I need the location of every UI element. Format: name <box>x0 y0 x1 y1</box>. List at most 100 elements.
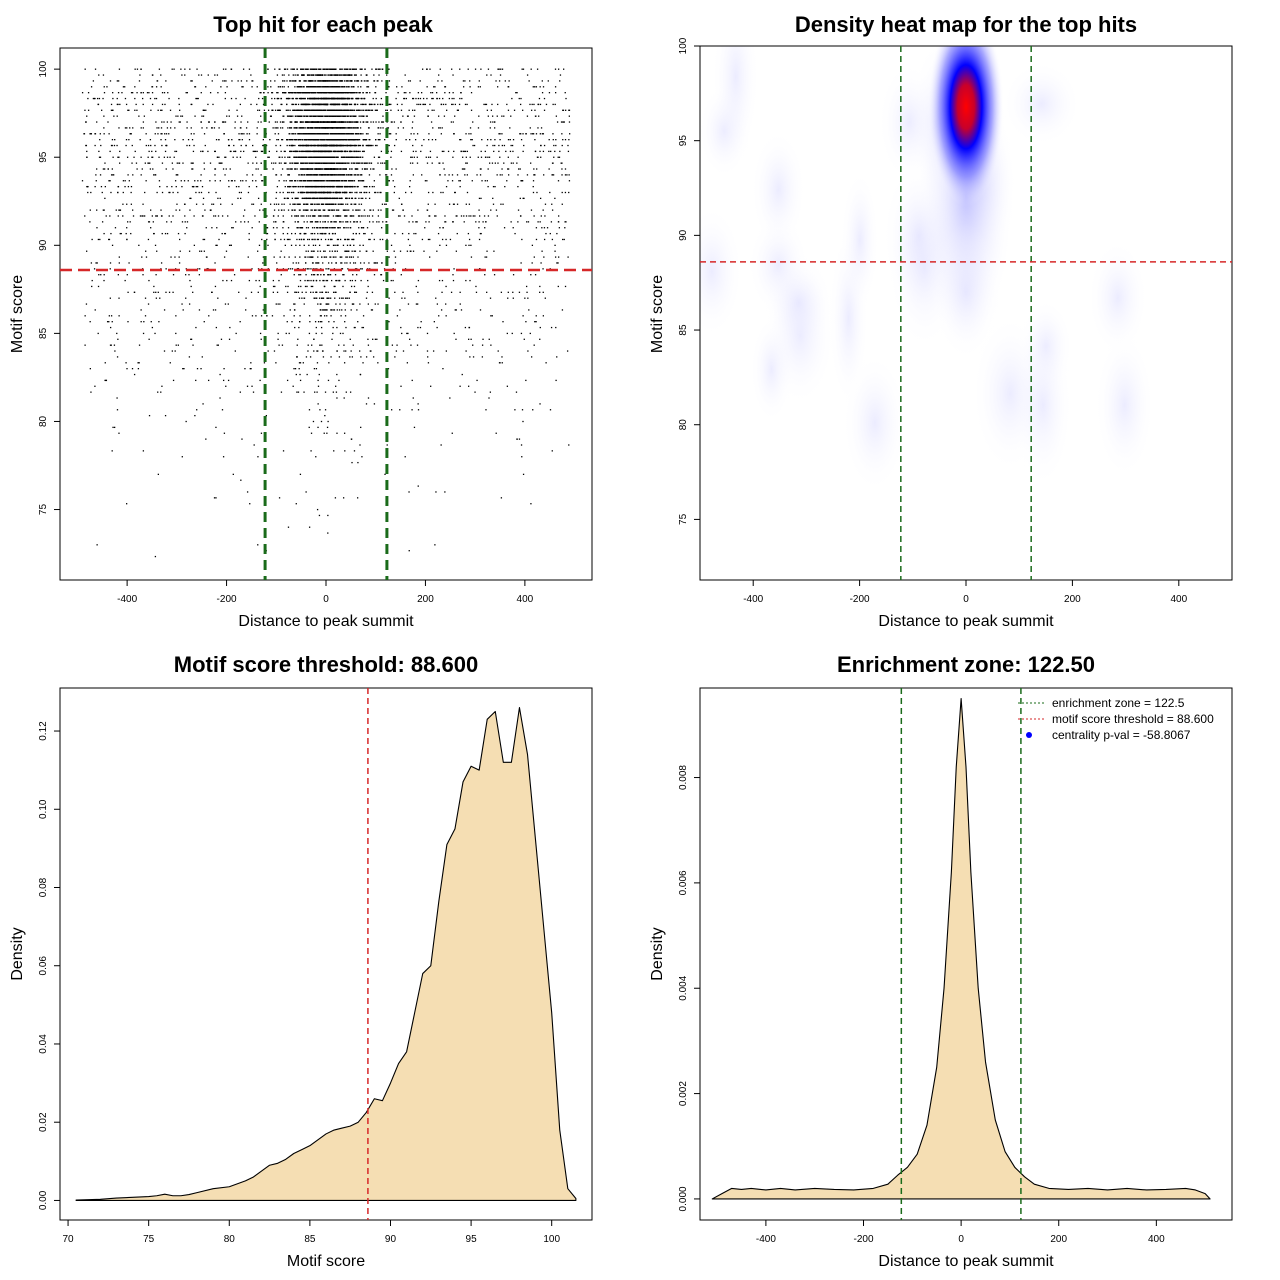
scatter-point <box>482 338 484 340</box>
scatter-point <box>352 344 354 346</box>
scatter-point <box>372 121 375 123</box>
scatter-point <box>320 144 322 147</box>
scatter-point <box>400 385 402 387</box>
scatter-point <box>409 162 412 164</box>
scatter-point <box>437 80 439 82</box>
scatter-point <box>341 103 344 106</box>
scatter-point <box>302 185 304 188</box>
scatter-point <box>90 191 92 194</box>
scatter-point <box>336 121 338 123</box>
scatter-point <box>117 185 120 188</box>
scatter-point <box>241 133 243 135</box>
scatter-point <box>426 180 428 182</box>
scatter-point <box>266 315 268 317</box>
scatter-point <box>564 227 566 229</box>
scatter-point <box>342 97 344 100</box>
scatter-point <box>291 197 293 200</box>
scatter-point <box>388 321 390 323</box>
scatter-point <box>341 268 344 270</box>
scatter-point <box>541 92 544 94</box>
scatter-point <box>165 168 167 170</box>
scatter-point <box>374 103 376 106</box>
scatter-point <box>391 168 393 170</box>
scatter-point <box>222 379 225 382</box>
scatter-point <box>233 150 235 153</box>
scatter-point <box>530 209 533 211</box>
scatter-point <box>103 168 106 170</box>
scatter-point <box>423 250 425 252</box>
scatter-point <box>333 285 335 288</box>
scatter-point <box>236 156 238 158</box>
scatter-point <box>408 221 410 223</box>
scatter-point <box>488 162 491 164</box>
scatter-point <box>338 279 340 282</box>
scatter-point <box>116 115 118 117</box>
scatter-point <box>306 92 308 94</box>
scatter-point <box>424 227 426 229</box>
scatter-point <box>108 180 110 182</box>
scatter-point <box>341 97 343 100</box>
scatter-point <box>114 350 116 352</box>
scatter-point <box>355 197 357 200</box>
scatter-point <box>426 350 429 352</box>
scatter-point <box>344 121 346 123</box>
scatter-point <box>219 197 221 200</box>
scatter-point <box>286 80 288 82</box>
scatter-point <box>270 80 272 82</box>
scatter-point <box>186 92 189 94</box>
scatter-point <box>288 74 290 76</box>
scatter-point <box>488 397 490 399</box>
scatter-point <box>461 168 464 170</box>
scatter-point <box>215 244 217 246</box>
scatter-point <box>99 174 102 176</box>
scatter-point <box>338 191 341 194</box>
scatter-point <box>241 86 243 88</box>
scatter-point <box>539 338 541 340</box>
scatter-point <box>297 203 299 205</box>
scatter-point <box>226 86 228 88</box>
scatter-point <box>331 338 333 340</box>
scatter-point <box>317 274 319 276</box>
scatter-point <box>174 350 176 352</box>
scatter-point <box>169 109 172 111</box>
scatter-point <box>174 150 176 153</box>
scatter-point <box>539 133 542 135</box>
scatter-point <box>372 338 374 340</box>
scatter-point <box>278 497 281 499</box>
scatter-point <box>467 232 470 235</box>
scatter-point <box>138 80 141 82</box>
scatter-point <box>166 127 169 129</box>
scatter-point <box>463 150 465 153</box>
scatter-point <box>351 203 353 205</box>
scatter-point <box>421 238 424 241</box>
scatter-point <box>260 150 263 153</box>
scatter-point <box>290 168 292 170</box>
scatter-point <box>311 74 313 76</box>
scatter-point <box>117 103 119 106</box>
scatter-point <box>321 344 323 346</box>
scatter-point <box>531 133 534 135</box>
scatter-point <box>530 274 532 276</box>
scatter-point <box>373 80 376 82</box>
scatter-point <box>110 174 113 176</box>
scatter-point <box>410 344 412 346</box>
scatter-point <box>512 139 515 141</box>
scatter-point <box>555 326 557 329</box>
scatter-point <box>270 115 272 117</box>
scatter-point <box>193 244 196 246</box>
scatter-point <box>371 109 374 111</box>
scatter-point <box>258 109 261 111</box>
scatter-point <box>311 221 314 223</box>
scatter-point <box>435 215 437 217</box>
scatter-point <box>360 197 362 200</box>
scatter-point <box>374 109 377 111</box>
scatter-point <box>530 109 533 111</box>
scatter-point <box>554 92 557 94</box>
scatter-point <box>388 133 391 135</box>
scatter-point <box>402 350 405 352</box>
scatter-point <box>152 168 154 170</box>
scatter-point <box>415 97 417 100</box>
scatter-point <box>121 92 123 94</box>
scatter-point <box>408 185 411 188</box>
scatter-point <box>268 156 270 158</box>
